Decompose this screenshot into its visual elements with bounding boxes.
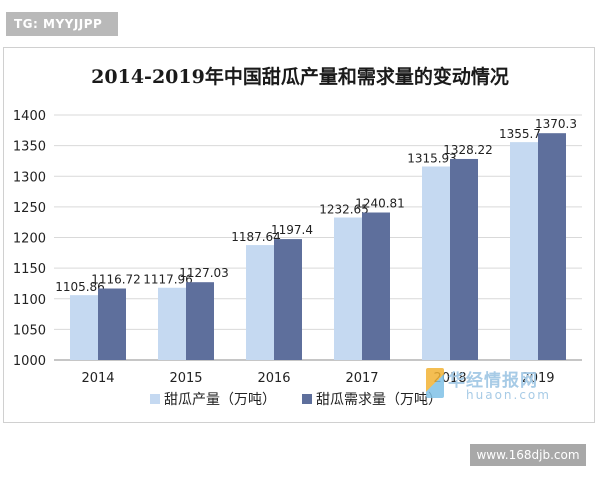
y-tick-label: 1050: [13, 323, 46, 338]
data-label: 1187.64: [231, 230, 281, 244]
bar: [70, 295, 98, 360]
legend-swatch: [150, 394, 160, 404]
grid-lines: [54, 114, 582, 361]
brand-url: huaon.com: [466, 388, 551, 402]
chart-title: 2014-2019年中国甜瓜产量和需求量的变动情况: [91, 66, 509, 88]
brand-logo-icon: [426, 368, 444, 398]
legend-swatch: [302, 394, 312, 404]
legend: 甜瓜产量（万吨） 甜瓜需求量（万吨）: [150, 392, 442, 408]
bar: [450, 158, 478, 360]
data-label: 1355.7: [499, 127, 541, 141]
data-label: 1232.65: [319, 203, 369, 217]
bar: [362, 212, 390, 360]
watermark-top: TG: MYYJJPP: [6, 12, 118, 36]
bar: [274, 239, 302, 360]
data-label: 1105.86: [55, 280, 105, 294]
legend-label: 甜瓜需求量（万吨）: [316, 392, 442, 408]
data-label: 1240.81: [355, 197, 405, 211]
y-tick-label: 1300: [13, 170, 46, 185]
data-label: 1315.93: [407, 151, 457, 165]
x-tick-label: 2017: [345, 371, 378, 386]
bar: [246, 245, 274, 360]
y-tick-label: 1100: [13, 293, 46, 308]
x-tick-label: 2015: [169, 371, 202, 386]
data-label: 1116.72: [91, 273, 141, 287]
bar: [158, 287, 186, 360]
data-label: 1370.3: [535, 117, 577, 131]
bar: [510, 142, 538, 360]
data-label: 1197.4: [271, 223, 313, 237]
watermark-site: www.168djb.com: [470, 444, 586, 466]
bar: [538, 133, 566, 360]
brand-name: 华经情报网: [448, 371, 538, 391]
x-tick-label: 2016: [257, 371, 290, 386]
y-tick-labels: 1000 1050 1100 1150 1200 1250 1300 1350 1400: [13, 109, 46, 369]
x-tick-label: 2019: [521, 371, 554, 386]
y-tick-label: 1250: [13, 201, 46, 216]
y-tick-label: 1400: [13, 109, 46, 124]
bar: [98, 288, 126, 360]
y-tick-label: 1350: [13, 140, 46, 155]
data-label: 1117.96: [143, 273, 193, 287]
y-tick-label: 1150: [13, 262, 46, 277]
brand-watermark: 华经情报网 huaon.com: [426, 364, 586, 408]
bar: [422, 166, 450, 360]
bar: [186, 282, 214, 360]
chart-frame: [3, 47, 595, 423]
data-label: 1328.22: [443, 143, 493, 157]
y-tick-label: 1200: [13, 232, 46, 247]
y-tick-label: 1000: [13, 354, 46, 369]
legend-label: 甜瓜产量（万吨）: [164, 392, 276, 408]
x-tick-label: 2014: [81, 371, 114, 386]
data-label: 1127.03: [179, 266, 229, 280]
bar: [334, 217, 362, 360]
